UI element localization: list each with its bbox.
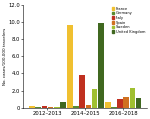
Bar (111, 107, 117, 108)
Bar (35, 107, 41, 108)
Y-axis label: No. cases/100,000 travelers: No. cases/100,000 travelers (3, 28, 7, 85)
Bar (130, 88, 135, 108)
Bar (29, 106, 35, 108)
Bar (92, 89, 98, 108)
Bar (105, 102, 111, 108)
Bar (60, 102, 66, 108)
Bar (48, 107, 53, 108)
Bar (136, 98, 141, 108)
Bar (67, 25, 73, 108)
Bar (85, 105, 91, 108)
Legend: France, Germany, Italy, Spain, Sweden, United Kingdom: France, Germany, Italy, Spain, Sweden, U… (111, 7, 145, 34)
Bar (123, 97, 129, 108)
Bar (117, 99, 123, 108)
Bar (98, 23, 104, 108)
Bar (79, 75, 85, 108)
Bar (73, 107, 79, 108)
Bar (54, 107, 60, 108)
Bar (42, 107, 47, 108)
